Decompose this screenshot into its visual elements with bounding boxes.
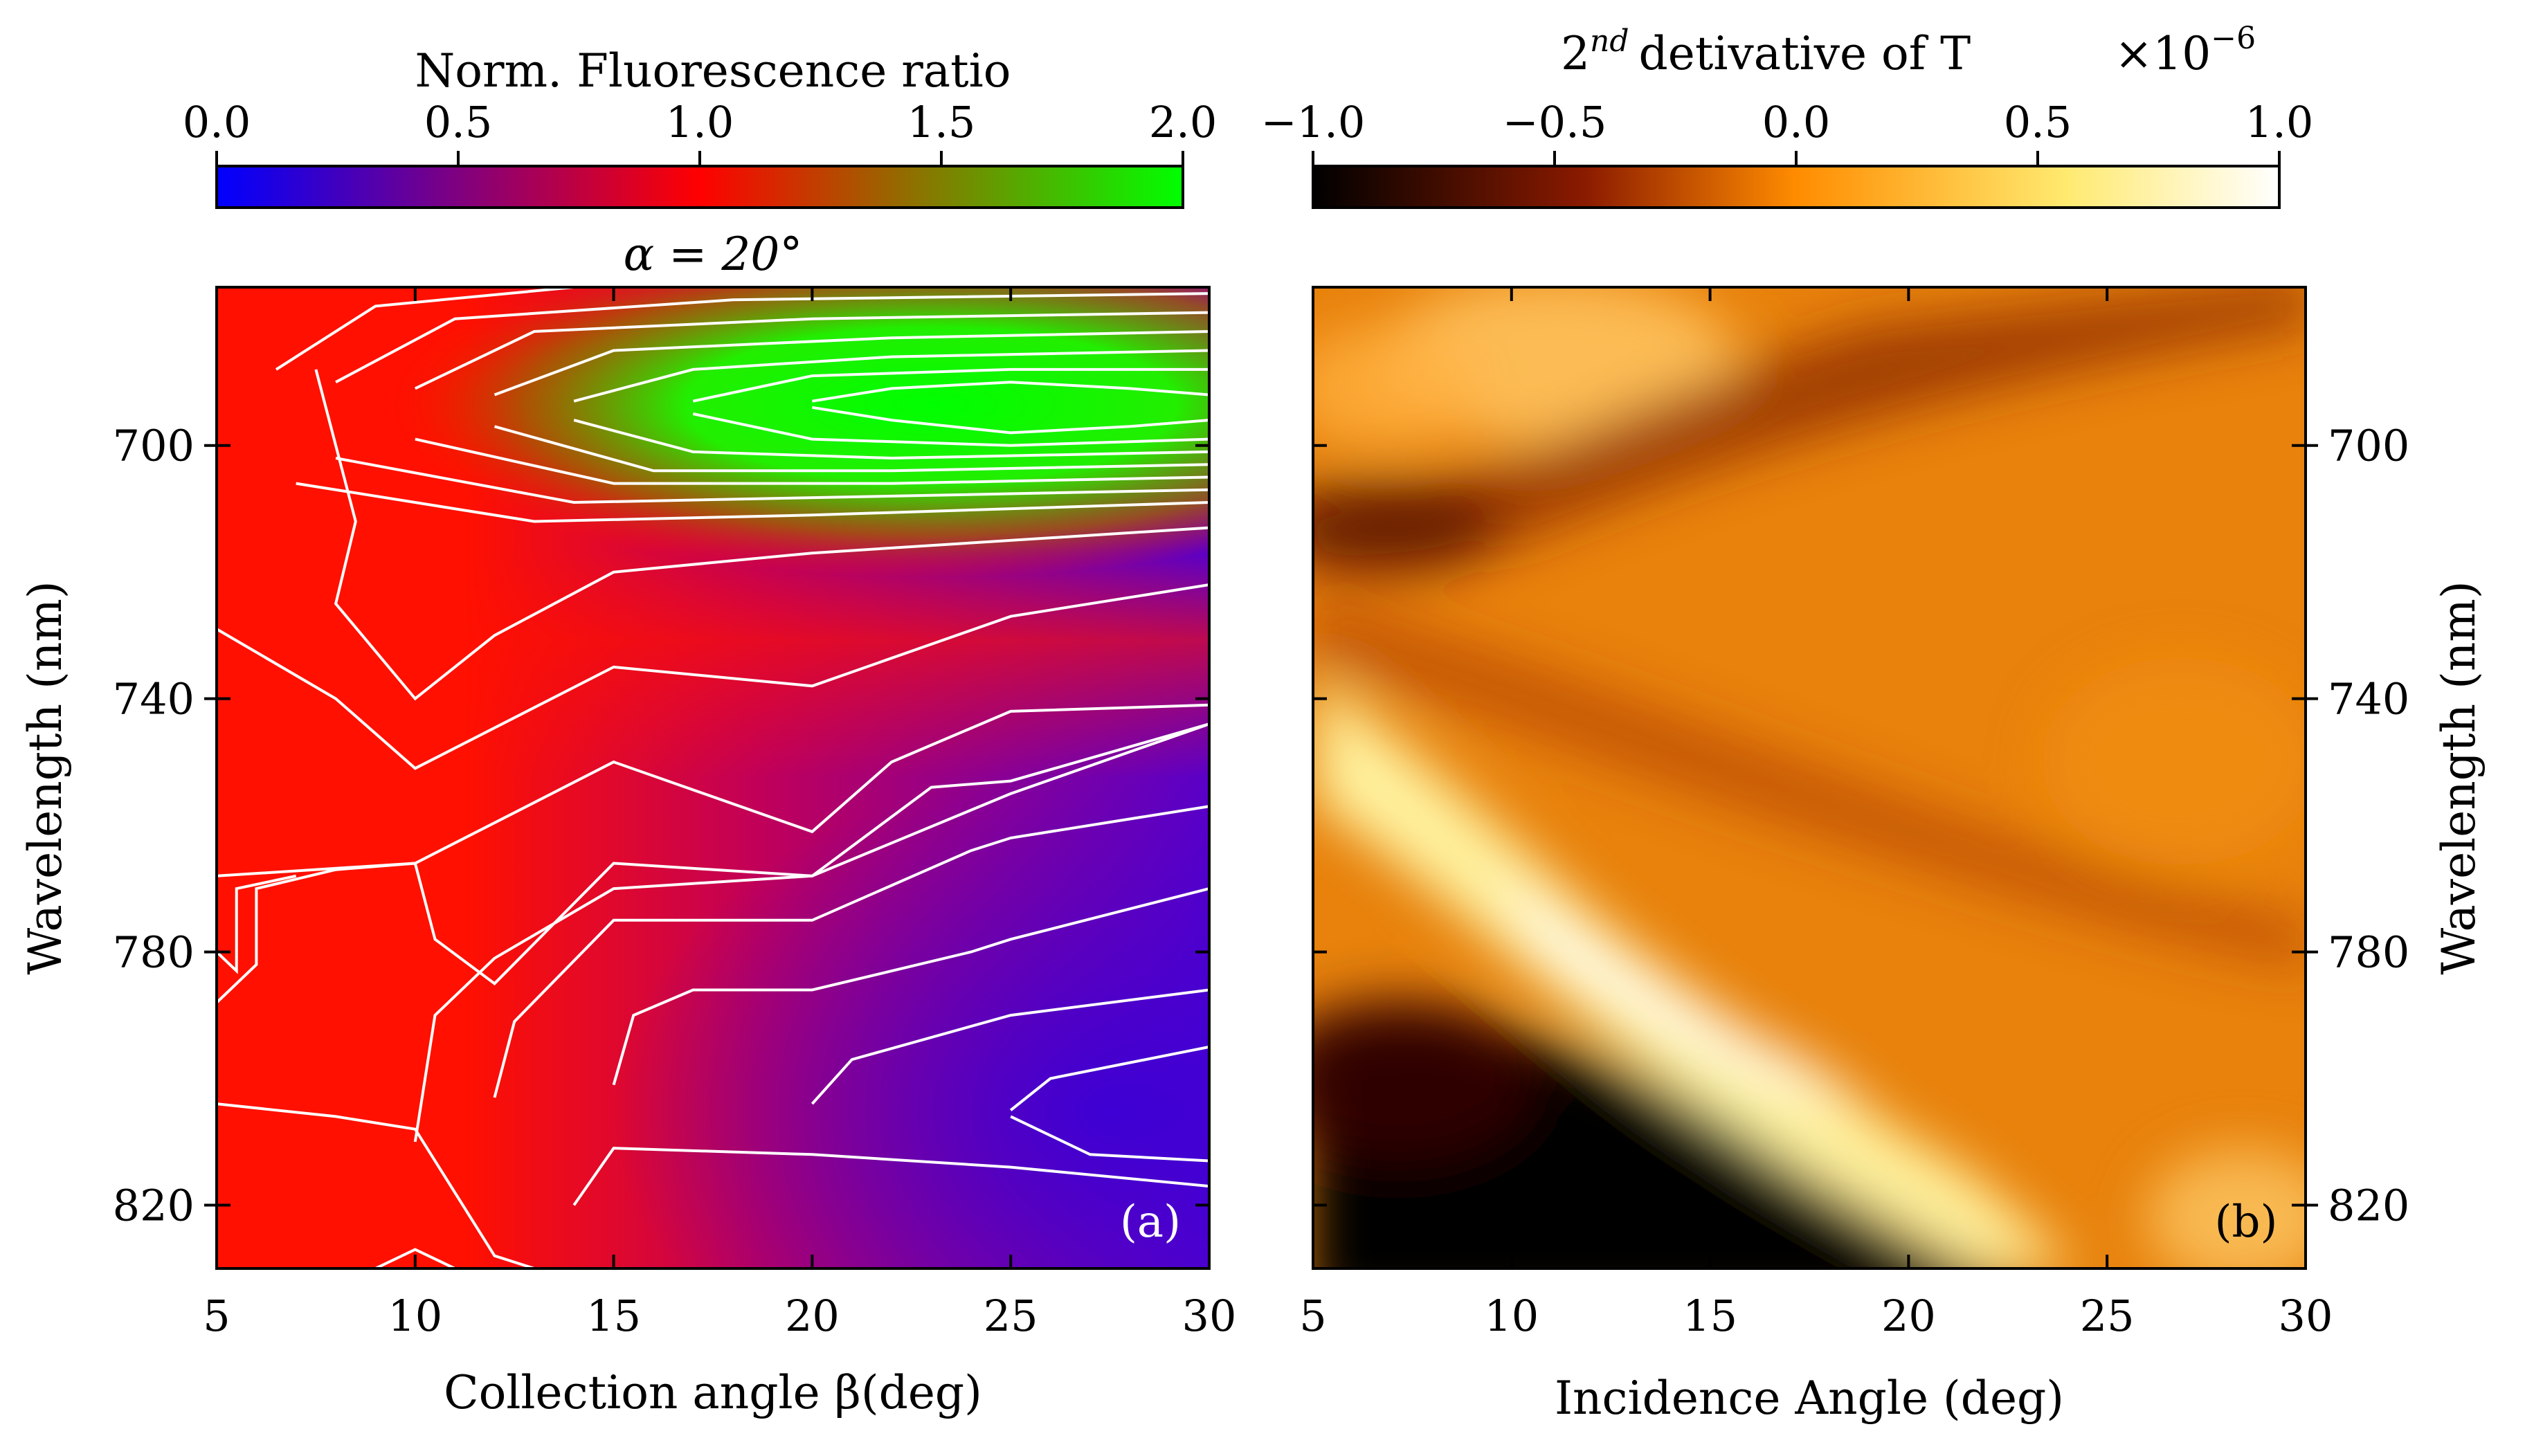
panel-a-title: α = 20° — [624, 228, 803, 281]
panel-a-ylabel: Wavelength (nm) — [19, 581, 72, 974]
contour-line — [573, 349, 1209, 403]
panel-a-xtick-label: 15 — [586, 1291, 641, 1341]
colorbar-a-tick-label: 1.5 — [907, 97, 976, 147]
colorbar-b-title: 2nd detivative of T — [1561, 24, 1971, 80]
colorbar-a-ticks: 0.0 0.5 1.0 1.5 2.0 — [183, 97, 1218, 166]
panel-a-contours — [217, 287, 1209, 1268]
contour-line — [314, 369, 1209, 701]
contour-line — [335, 457, 1209, 504]
contour-line — [335, 292, 1209, 383]
contour-line — [217, 1102, 535, 1268]
panel-b-ytick-label: 740 — [2328, 674, 2409, 725]
colorbar-b-tick-label: 1.0 — [2245, 97, 2314, 147]
colorbar-b-tick-label: −0.5 — [1503, 97, 1607, 147]
contour-line — [1010, 1115, 1209, 1163]
colorbar-b-multiplier: ×10−6 — [2115, 21, 2256, 80]
colorbar-b: 2nd detivative of T ×10−6 −1.0 −0.5 0.0 0.5 1… — [1261, 21, 2314, 209]
contour-line — [217, 874, 297, 974]
contour-line — [415, 437, 1209, 485]
colorbar-b-multiplier-exp: −6 — [2211, 21, 2256, 56]
contour-line — [296, 482, 1209, 523]
colorbar-a-tick-label: 1.0 — [666, 97, 734, 147]
panel-b: 5 10 15 20 25 30 700 740 780 820 (b) Incidence An… — [1299, 286, 2486, 1425]
panel-b-xlabel: Incidence Angle (deg) — [1555, 1372, 2064, 1425]
colorbar-a-tick-label: 0.0 — [183, 97, 251, 147]
contour-line — [493, 805, 1209, 1098]
colorbar-b-title-rest: detivative of T — [1639, 27, 1971, 80]
panel-b-ticks: 5 10 15 20 25 30 700 740 780 820 — [1299, 287, 2409, 1341]
contour-line — [812, 381, 1209, 403]
panel-a: α = 20° 5 10 15 20 25 30 700 740 780 820 (a) Coll… — [19, 228, 1236, 1419]
panel-a-label: (a) — [1120, 1196, 1181, 1248]
contour-line — [692, 412, 1209, 447]
panel-a-xtick-label: 25 — [984, 1291, 1038, 1341]
panel-b-frame — [1312, 286, 2307, 1270]
contour-line — [812, 406, 1209, 435]
panel-b-xtick-label: 30 — [2279, 1291, 2333, 1341]
colorbar-b-title-base: 2 — [1561, 27, 1590, 80]
panel-b-xtick-label: 25 — [2080, 1291, 2135, 1341]
panel-a-xtick-label: 5 — [203, 1291, 230, 1341]
contour-line — [275, 287, 574, 371]
colorbar-b-gradient — [1312, 165, 2281, 209]
contour-line — [217, 583, 1209, 770]
colorbar-a: Norm. Fluorescence ratio 0.0 0.5 1.0 1.5 2.0 — [183, 44, 1218, 209]
panel-b-ylabel: Wavelength (nm) — [2432, 581, 2486, 974]
panel-b-ytick-label: 700 — [2328, 421, 2409, 471]
contour-line — [573, 419, 1209, 460]
colorbar-b-title-sup: nd — [1590, 24, 1629, 59]
contour-line — [414, 311, 1209, 390]
contour-line — [692, 367, 1209, 403]
panel-a-xtick-label: 10 — [388, 1291, 442, 1341]
panel-a-ytick-label: 740 — [113, 674, 194, 725]
contour-line — [612, 887, 1209, 1086]
colorbar-a-tick-label: 2.0 — [1149, 97, 1218, 147]
colorbar-a-tick-label: 0.5 — [424, 97, 493, 147]
colorbar-a-gradient — [215, 165, 1184, 209]
panel-b-xtick-label: 20 — [1881, 1291, 1936, 1341]
panel-b-xtick-label: 5 — [1299, 1291, 1326, 1341]
contour-line — [1009, 1045, 1209, 1111]
panel-a-ytick-label: 780 — [113, 927, 194, 978]
panel-b-label: (b) — [2215, 1196, 2278, 1248]
panel-a-frame — [215, 286, 1211, 1270]
panel-a-xtick-label: 30 — [1182, 1291, 1237, 1341]
contour-line — [217, 722, 1209, 1004]
colorbar-b-tick-label: 0.5 — [2004, 97, 2072, 147]
panel-a-ticks: 5 10 15 20 25 30 700 740 780 820 — [113, 287, 1237, 1341]
contour-line — [572, 1147, 1209, 1206]
panel-b-xtick-label: 10 — [1484, 1291, 1539, 1341]
panel-a-heatmap — [217, 287, 1209, 1268]
colorbar-b-ticks: −1.0 −0.5 0.0 0.5 1.0 — [1261, 97, 2314, 166]
panel-b-ytick-label: 780 — [2328, 927, 2409, 978]
contour-line — [494, 425, 1209, 473]
contour-line — [413, 722, 1209, 1143]
panel-b-xtick-label: 15 — [1683, 1291, 1737, 1341]
panel-a-xtick-label: 20 — [785, 1291, 840, 1341]
contour-line — [811, 988, 1209, 1105]
contour-line — [374, 1248, 456, 1268]
panel-a-xlabel: Collection angle β(deg) — [444, 1366, 982, 1419]
panel-a-ytick-label: 820 — [113, 1181, 194, 1231]
panel-b-ytick-label: 820 — [2328, 1181, 2409, 1231]
colorbar-a-title: Norm. Fluorescence ratio — [415, 44, 1011, 98]
panel-b-heatmap — [1313, 287, 2306, 1268]
colorbar-b-tick-label: −1.0 — [1261, 97, 1366, 147]
contour-line — [494, 330, 1209, 397]
panel-a-ytick-label: 700 — [113, 421, 194, 471]
colorbar-b-tick-label: 0.0 — [1762, 97, 1831, 147]
colorbar-b-multiplier-base: ×10 — [2115, 27, 2211, 80]
